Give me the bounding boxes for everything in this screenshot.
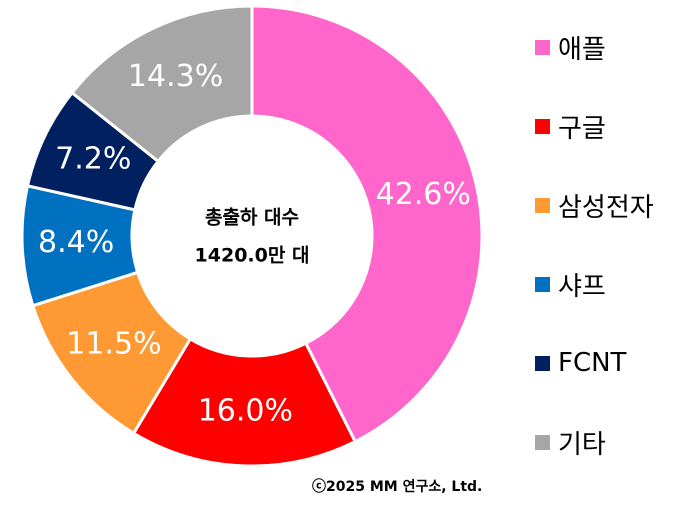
legend-swatch — [535, 355, 550, 371]
slice-value-label: 16.0% — [198, 393, 293, 428]
legend-swatch — [535, 118, 550, 134]
slice-value-label: 8.4% — [38, 225, 114, 260]
donut-slice — [250, 4, 484, 444]
slice-value-label: 7.2% — [55, 142, 131, 177]
donut-slices — [20, 4, 484, 468]
slice-value-label: 14.3% — [128, 59, 223, 94]
legend-item: 구글 — [535, 109, 654, 144]
slice-value-label: 11.5% — [66, 327, 161, 362]
legend-label: 삼성전자 — [558, 192, 654, 223]
legend-item: 애플 — [535, 30, 654, 65]
legend-item: 기타 — [535, 425, 654, 460]
center-title: 총출하 대수 — [205, 207, 299, 229]
slice-value-label: 42.6% — [376, 177, 471, 212]
center-total: 1420.0만 대 — [195, 245, 310, 267]
legend-item: 삼성전자 — [535, 188, 654, 223]
legend-label: 애플 — [558, 34, 606, 65]
legend-label: 기타 — [558, 429, 606, 460]
donut-slice — [69, 4, 254, 164]
legend-item: FCNT — [535, 346, 654, 380]
donut-slice — [131, 336, 358, 468]
legend-swatch — [535, 197, 550, 213]
legend-swatch — [535, 39, 550, 55]
legend-label: 구글 — [558, 113, 606, 144]
legend-swatch — [535, 276, 550, 292]
legend-swatch — [535, 434, 550, 450]
copyright-notice: ⓒ2025 MM 연구소, Ltd. — [312, 479, 483, 495]
legend-item: 샤프 — [535, 267, 654, 302]
legend-label: 샤프 — [558, 271, 606, 302]
legend-label: FCNT — [558, 348, 627, 378]
slice-labels: 42.6% 16.0% 11.5% 8.4% 7.2% 14.3% — [38, 59, 471, 428]
